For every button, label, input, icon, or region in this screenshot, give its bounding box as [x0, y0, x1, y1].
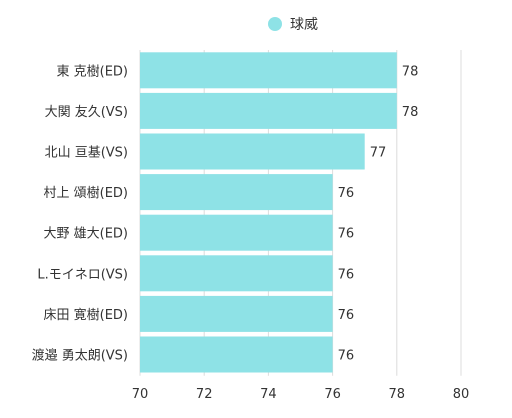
x-tick-label: 74 [260, 387, 277, 402]
category-label: 東 克樹(ED) [56, 63, 128, 79]
category-label: 床田 寛樹(ED) [43, 307, 128, 323]
category-label: 大関 友久(VS) [45, 104, 128, 120]
data-label: 76 [338, 308, 355, 323]
x-tick-label: 78 [389, 387, 406, 402]
bar[interactable] [140, 295, 333, 332]
category-label: 村上 頌樹(ED) [43, 186, 128, 201]
x-tick-label: 72 [196, 387, 213, 402]
data-label: 76 [338, 186, 355, 201]
bar[interactable] [140, 52, 397, 89]
category-label: L.モイネロ(VS) [37, 267, 128, 282]
data-labels: 78 78 77 76 76 76 76 76 [338, 64, 419, 363]
bar[interactable] [140, 214, 333, 251]
data-label: 76 [338, 267, 355, 282]
bars [140, 52, 397, 373]
x-axis-ticks: 70 72 74 76 78 80 [132, 387, 470, 402]
data-label: 76 [338, 227, 355, 242]
bar[interactable] [140, 255, 333, 292]
data-label: 78 [402, 105, 419, 120]
category-labels: 東 克樹(ED) 大関 友久(VS) 北山 亘基(VS) 村上 頌樹(ED) 大野 雄大… [32, 63, 128, 363]
data-label: 78 [402, 64, 419, 79]
x-tick-label: 80 [453, 387, 470, 402]
legend[interactable]: 球威 [268, 17, 318, 33]
category-label: 大野 雄大(ED) [43, 227, 128, 242]
bar[interactable] [140, 92, 397, 129]
bar[interactable] [140, 336, 333, 373]
legend-swatch [268, 17, 282, 31]
bar[interactable] [140, 174, 333, 211]
category-label: 渡邉 勇太朗(VS) [32, 348, 128, 364]
x-tick-label: 70 [132, 387, 149, 402]
legend-label: 球威 [290, 17, 318, 33]
data-label: 77 [370, 146, 387, 161]
category-label: 北山 亘基(VS) [45, 146, 128, 161]
bar[interactable] [140, 133, 365, 170]
data-label: 76 [338, 349, 355, 364]
x-tick-label: 76 [324, 387, 341, 402]
